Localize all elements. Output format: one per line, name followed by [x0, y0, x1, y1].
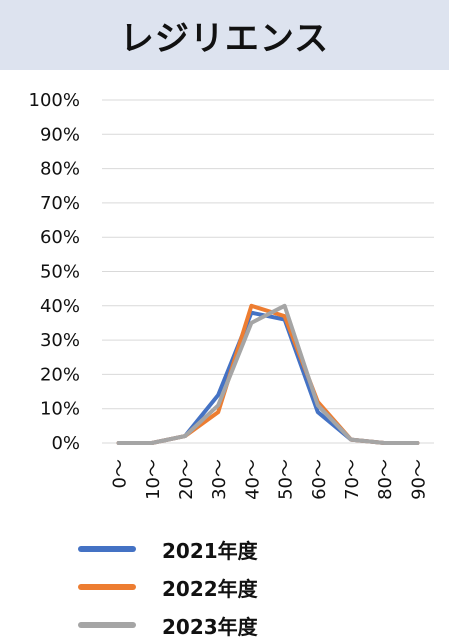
- y-tick-label: 10%: [40, 399, 80, 420]
- x-tick-label: 30～: [209, 459, 230, 500]
- legend-swatch-2022: [78, 584, 136, 590]
- x-tick-label: 0～: [110, 459, 131, 488]
- legend-item-2021: 2021年度: [78, 530, 258, 568]
- y-tick-label: 30%: [40, 330, 80, 351]
- y-tick-label: 40%: [40, 296, 80, 317]
- legend-label-2023: 2023年度: [162, 614, 258, 639]
- y-tick-label: 70%: [40, 193, 80, 214]
- legend-item-2023: 2023年度: [78, 606, 258, 644]
- legend-label-2021: 2021年度: [162, 538, 258, 563]
- x-axis-tick-labels: 0～ 10～ 20～ 30～ 40～ 50～ 60～ 70～ 80～ 90～: [110, 459, 430, 500]
- legend: 2021年度 2022年度 2023年度: [78, 530, 258, 644]
- y-tick-label: 60%: [40, 227, 80, 248]
- x-tick-label: 60～: [309, 459, 330, 500]
- x-tick-label: 90～: [408, 459, 429, 500]
- legend-label-2022: 2022年度: [162, 576, 258, 601]
- x-tick-label: 50～: [276, 459, 297, 500]
- x-tick-label: 20～: [176, 459, 197, 500]
- y-tick-label: 0%: [51, 433, 80, 454]
- x-tick-label: 80～: [375, 459, 396, 500]
- series-line-3: [116, 303, 420, 445]
- x-tick-label: 10～: [143, 459, 164, 500]
- x-tick-label: 40～: [242, 459, 263, 500]
- y-axis-tick-labels: 0% 10% 20% 30% 40% 50% 60% 70% 80% 90% 100%: [29, 90, 80, 454]
- series-line-1: [116, 310, 420, 445]
- y-tick-label: 100%: [29, 90, 80, 111]
- legend-item-2022: 2022年度: [78, 568, 258, 606]
- legend-swatch-2021: [78, 546, 136, 552]
- legend-swatch-2023: [78, 622, 136, 628]
- series-lines: [116, 303, 420, 445]
- y-tick-label: 80%: [40, 159, 80, 180]
- x-tick-label: 70～: [342, 459, 363, 500]
- gridlines: [102, 99, 434, 444]
- line-chart: 0% 10% 20% 30% 40% 50% 60% 70% 80% 90% 100% 0～ 10～ 2…: [29, 90, 434, 500]
- y-tick-label: 50%: [40, 262, 80, 283]
- y-tick-label: 90%: [40, 124, 80, 145]
- chart-header: レジリエンス: [0, 0, 449, 70]
- y-tick-label: 20%: [40, 364, 80, 385]
- chart-title: レジリエンス: [119, 18, 330, 59]
